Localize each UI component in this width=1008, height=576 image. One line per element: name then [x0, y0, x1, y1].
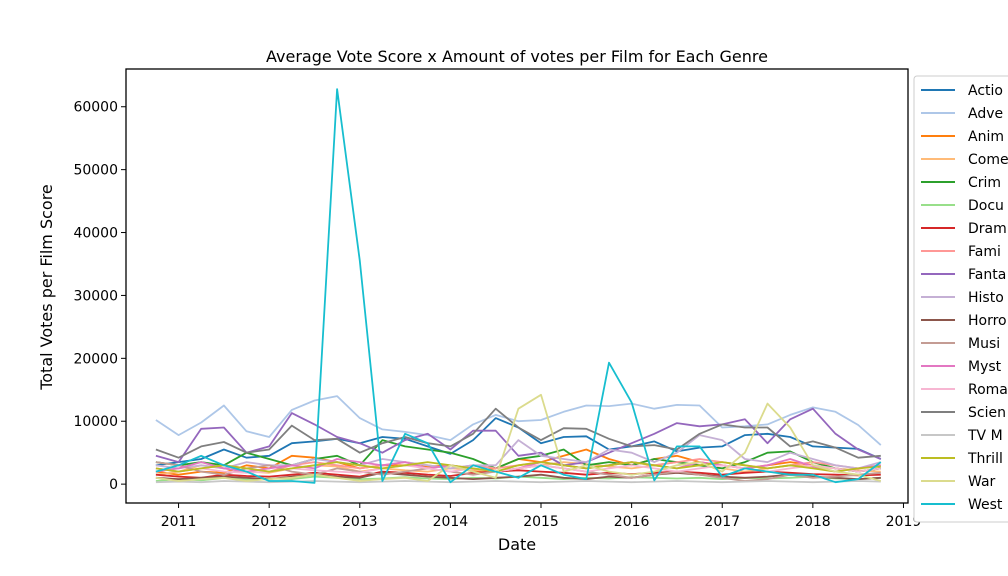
- y-tick-label: 50000: [73, 163, 118, 179]
- legend-label: Fanta: [968, 267, 1006, 283]
- y-tick-label: 0: [109, 477, 118, 493]
- x-tick-label: 2012: [251, 514, 287, 530]
- x-tick-label: 2013: [342, 514, 378, 530]
- legend-label: Dram: [968, 221, 1007, 237]
- series-line-1: [155, 395, 882, 446]
- legend-label: Actio: [968, 83, 1003, 99]
- x-axis-ticks: 2011 2012 2013 2014 2015 2016 2017 2018 2019: [161, 503, 922, 530]
- series-line-18: [155, 88, 882, 484]
- legend-label: Fami: [968, 244, 1001, 260]
- legend-label: Adve: [968, 106, 1003, 122]
- legend-label: Crim: [968, 175, 1001, 191]
- y-tick-label: 10000: [73, 414, 118, 430]
- y-tick-label: 40000: [73, 226, 118, 242]
- x-tick-label: 2015: [523, 514, 559, 530]
- legend-label: TV M: [967, 428, 1003, 444]
- x-tick-label: 2014: [433, 514, 469, 530]
- x-axis-label: Date: [498, 535, 536, 554]
- legend-label: War: [968, 474, 996, 490]
- series-line-14: [155, 407, 881, 459]
- legend-label: Myst: [968, 359, 1002, 375]
- legend-label: Come: [968, 152, 1008, 168]
- series-line-17: [155, 393, 882, 482]
- legend-label: Docu: [968, 198, 1004, 214]
- series-line-8: [155, 407, 882, 467]
- series-lines: [155, 88, 882, 484]
- legend-label: Anim: [968, 129, 1004, 145]
- legend-box: [913, 75, 1008, 523]
- legend: Actio Adve Anim Come Crim Docu Dram Fami Fanta Hi…: [913, 75, 1008, 523]
- legend-label: Thrill: [967, 451, 1003, 467]
- y-axis-label: Total Votes per Film Score: [37, 184, 56, 391]
- legend-label: Histo: [968, 290, 1004, 306]
- x-tick-label: 2016: [614, 514, 650, 530]
- legend-label: Scien: [968, 405, 1006, 421]
- legend-label: Horro: [968, 313, 1007, 329]
- legend-label: Roma: [968, 382, 1008, 398]
- x-tick-label: 2019: [886, 514, 922, 530]
- y-tick-label: 20000: [73, 351, 118, 367]
- y-tick-label: 60000: [73, 100, 118, 116]
- plot-area-frame: [125, 68, 909, 504]
- series-line-9: [155, 434, 882, 470]
- x-tick-label: 2017: [704, 514, 740, 530]
- x-tick-label: 2011: [161, 514, 197, 530]
- chart-title: Average Vote Score x Amount of votes per…: [266, 47, 768, 66]
- x-tick-label: 2018: [795, 514, 831, 530]
- series-line-16: [155, 461, 881, 473]
- y-axis-ticks: 0 10000 20000 30000 40000 50000 60000: [73, 100, 126, 493]
- y-tick-label: 30000: [73, 288, 118, 304]
- series-line-6: [155, 469, 881, 479]
- series-line-15: [155, 480, 881, 484]
- legend-label: Musi: [968, 336, 1000, 352]
- legend-label: West: [968, 497, 1003, 513]
- series-line-4: [155, 439, 881, 473]
